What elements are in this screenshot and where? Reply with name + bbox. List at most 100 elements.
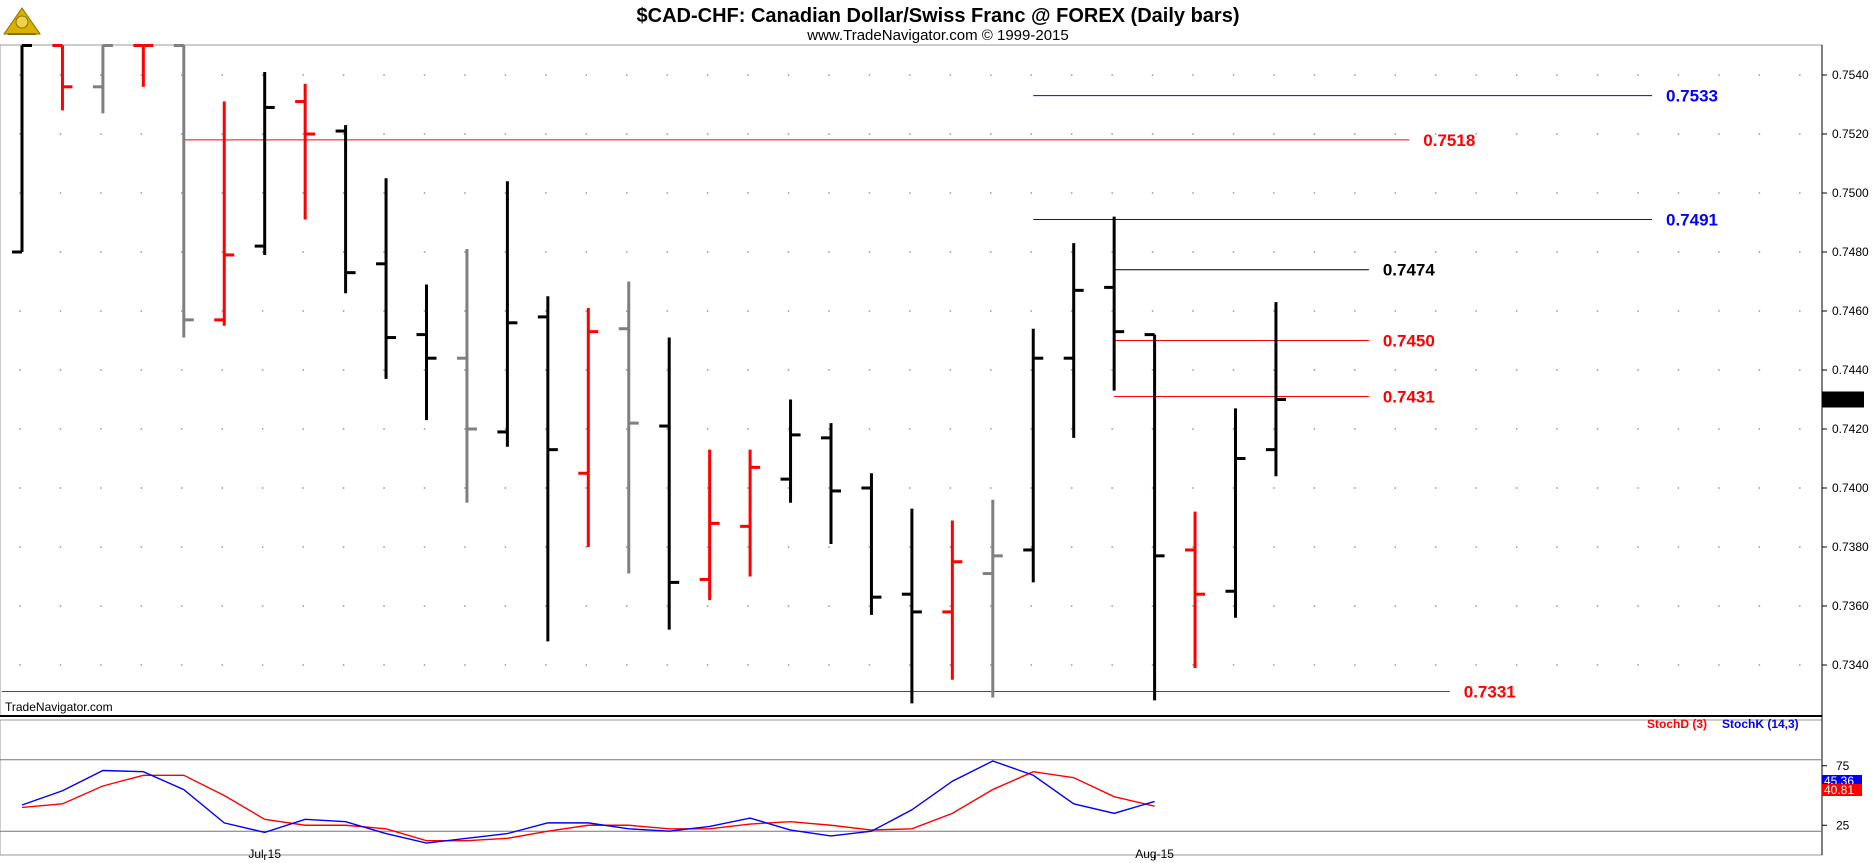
grid-dot <box>1434 487 1437 489</box>
grid-dot <box>1151 487 1154 489</box>
grid-dot <box>1394 546 1397 548</box>
grid-dot <box>1394 664 1397 666</box>
chart-title: $CAD-CHF: Canadian Dollar/Swiss Franc @ … <box>637 5 1240 27</box>
ohlc-bar <box>295 83 316 220</box>
ohlc-bar <box>254 72 275 255</box>
grid-dot <box>868 133 871 135</box>
grid-dot <box>59 605 62 607</box>
grid-dot <box>1718 369 1720 371</box>
grid-dot <box>666 487 669 489</box>
grid-dot <box>180 310 183 312</box>
grid-dot <box>1475 605 1478 607</box>
ohlc-bar <box>376 178 397 379</box>
grid-dot <box>504 310 507 312</box>
grid-dot <box>180 74 183 76</box>
grid-dot <box>1313 251 1316 253</box>
grid-dot <box>585 251 588 253</box>
grid-dot <box>302 487 305 489</box>
grid-dot <box>949 251 952 253</box>
ohlc-bar <box>1023 328 1044 583</box>
grid-dot <box>666 369 669 371</box>
grid-dot <box>1677 192 1680 194</box>
grid-dot <box>585 664 588 666</box>
grid-dot <box>1718 487 1720 489</box>
grid-dot <box>1070 192 1073 194</box>
grid-dot <box>625 664 628 666</box>
grid-dot <box>1394 251 1397 253</box>
grid-dot <box>1475 133 1478 135</box>
grid-dot <box>1515 605 1518 607</box>
grid-dot <box>342 664 345 666</box>
grid-dot <box>868 369 871 371</box>
grid-dot <box>59 369 62 371</box>
grid-dot <box>989 605 992 607</box>
grid-dot <box>1758 664 1761 666</box>
grid-dot <box>1111 251 1114 253</box>
grid-dot <box>1273 664 1275 666</box>
date-tick-label: Jul-15 <box>248 847 281 861</box>
grid-dot <box>1475 192 1478 194</box>
grid-dot <box>747 605 749 607</box>
grid-dot <box>828 664 830 666</box>
grid-dot <box>342 310 345 312</box>
grid-dot <box>989 133 992 135</box>
grid-dot <box>747 192 749 194</box>
grid-dot <box>1677 310 1680 312</box>
grid-dot <box>747 487 749 489</box>
grid-dot <box>1273 546 1275 548</box>
grid-dot <box>19 546 21 548</box>
grid-dot <box>868 605 871 607</box>
grid-dot <box>423 310 426 312</box>
grid-dot <box>19 664 21 666</box>
grid-dot <box>261 369 264 371</box>
grid-dot <box>19 133 21 135</box>
grid-dot <box>747 133 749 135</box>
grid-dot <box>1353 310 1356 312</box>
grid-dot <box>1070 428 1073 430</box>
grid-dot <box>1273 74 1275 76</box>
grid-dot <box>100 310 102 312</box>
grid-dot <box>342 369 345 371</box>
grid-dot <box>504 546 507 548</box>
grid-dot <box>1273 133 1275 135</box>
grid-dot <box>828 605 830 607</box>
grid-dot <box>1313 310 1316 312</box>
grid-dot <box>1192 192 1194 194</box>
grid-dot <box>464 428 466 430</box>
grid-dot <box>19 74 21 76</box>
grid-dot <box>1515 487 1518 489</box>
grid-dot <box>302 192 305 194</box>
grid-dot <box>1232 428 1235 430</box>
stochastic-lines <box>0 759 1822 844</box>
level-label: 0.7431 <box>1383 388 1435 407</box>
grid-dot <box>342 251 345 253</box>
grid-dot <box>787 251 790 253</box>
grid-dot <box>1758 487 1761 489</box>
grid-dot <box>302 664 305 666</box>
grid-dot <box>1637 192 1639 194</box>
grid-dot <box>909 74 911 76</box>
grid-dot <box>1353 664 1356 666</box>
grid-dot <box>302 369 305 371</box>
grid-dot <box>1475 251 1478 253</box>
grid-dot <box>1030 428 1033 430</box>
ohlc-bar <box>52 44 73 111</box>
grid-dot <box>100 664 102 666</box>
grid-dot <box>1475 546 1478 548</box>
grid-dot <box>1232 133 1235 135</box>
grid-dot <box>1273 310 1275 312</box>
grid-dot <box>868 664 871 666</box>
grid-dot <box>100 74 102 76</box>
legend-stochk: StochK (14,3) <box>1722 717 1799 731</box>
grid-dot <box>221 251 224 253</box>
grid-dot <box>1515 546 1518 548</box>
grid-dot <box>625 74 628 76</box>
grid-dot <box>1718 74 1720 76</box>
grid-dot <box>1798 251 1801 253</box>
grid-dot <box>1596 664 1599 666</box>
grid-dot <box>1798 605 1801 607</box>
grid-dot <box>1273 251 1275 253</box>
grid-dot <box>1151 133 1154 135</box>
grid-dot <box>828 192 830 194</box>
grid-dot <box>1515 428 1518 430</box>
